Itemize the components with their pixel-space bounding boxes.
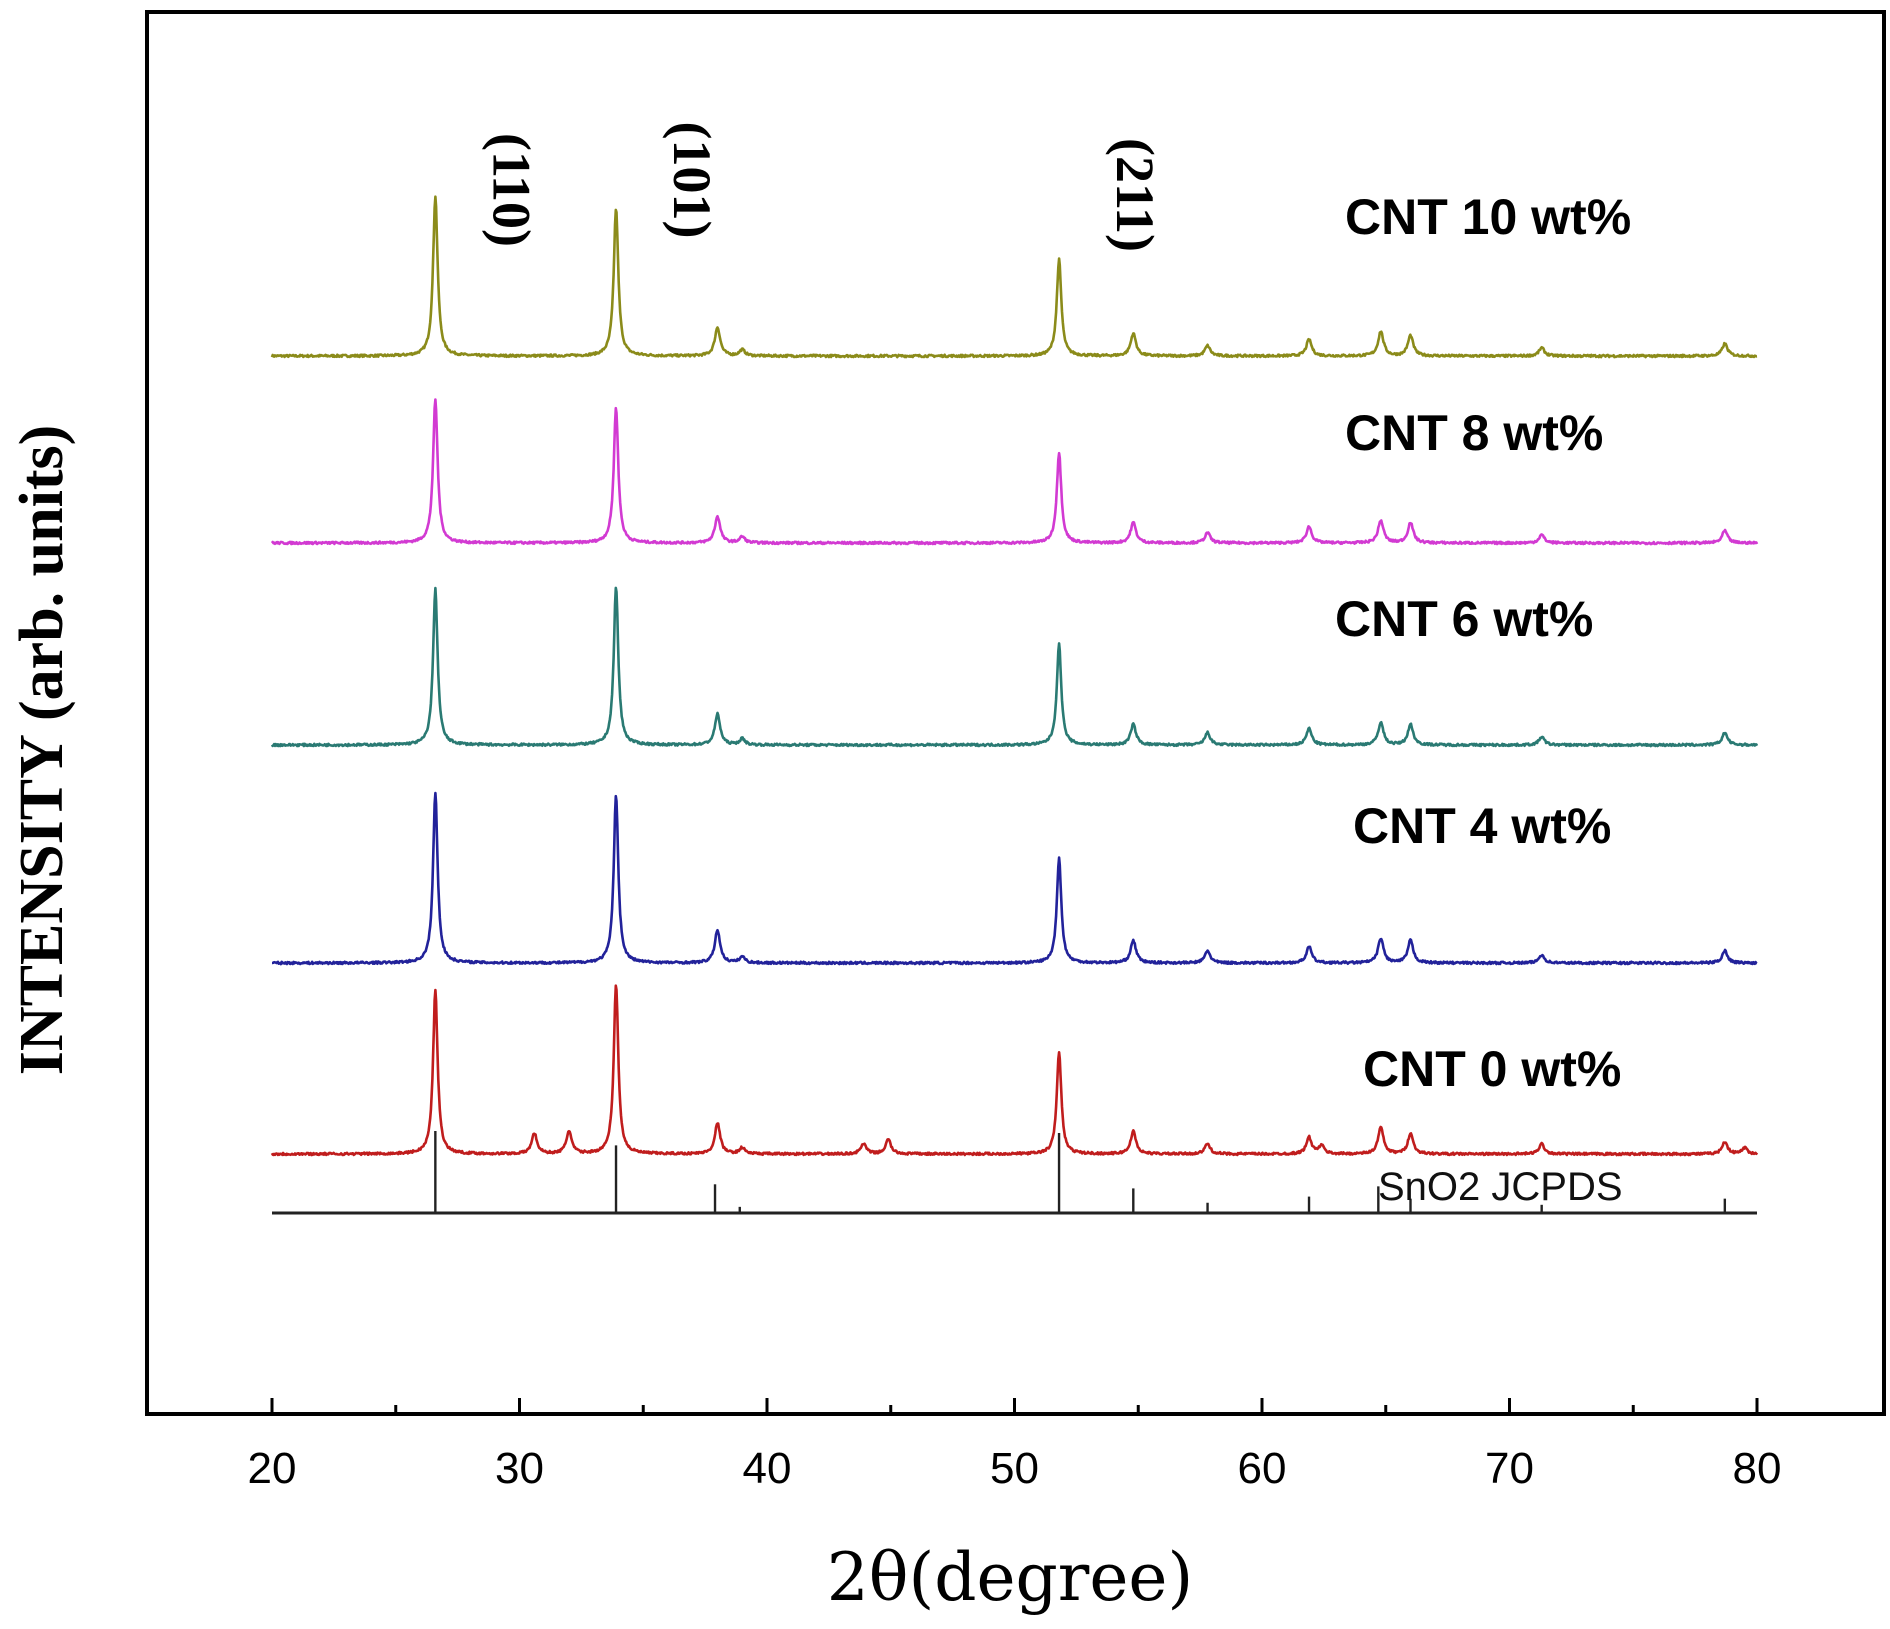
y-axis-title: INTENSITY (arb. units) [8,425,76,1076]
reference-label: SnO2 JCPDS [1378,1165,1623,1209]
peak-hkl-label: (211) [1105,138,1165,252]
series-label: CNT 0 wt% [1363,1041,1621,1097]
x-tick-label: 20 [248,1444,297,1493]
series-label: CNT 4 wt% [1353,798,1611,854]
peak-hkl-label: (101) [662,122,722,239]
series-line [270,984,1759,1157]
series-line [270,398,1759,546]
x-axis-title: 2θ(degree) [827,1539,1193,1616]
x-tick-label: 70 [1485,1444,1534,1493]
x-tick-label: 60 [1238,1444,1287,1493]
series-line [270,195,1758,359]
series-line [271,791,1758,966]
x-tick-label: 50 [990,1444,1039,1493]
x-tick-label: 40 [743,1444,792,1493]
series-label: CNT 10 wt% [1345,189,1631,245]
series-label: CNT 8 wt% [1345,405,1603,461]
series-line [270,586,1759,748]
series-label: CNT 6 wt% [1335,591,1593,647]
peak-hkl-label: (110) [481,133,541,247]
x-tick-label: 30 [495,1444,544,1493]
x-tick-label: 80 [1733,1444,1782,1493]
